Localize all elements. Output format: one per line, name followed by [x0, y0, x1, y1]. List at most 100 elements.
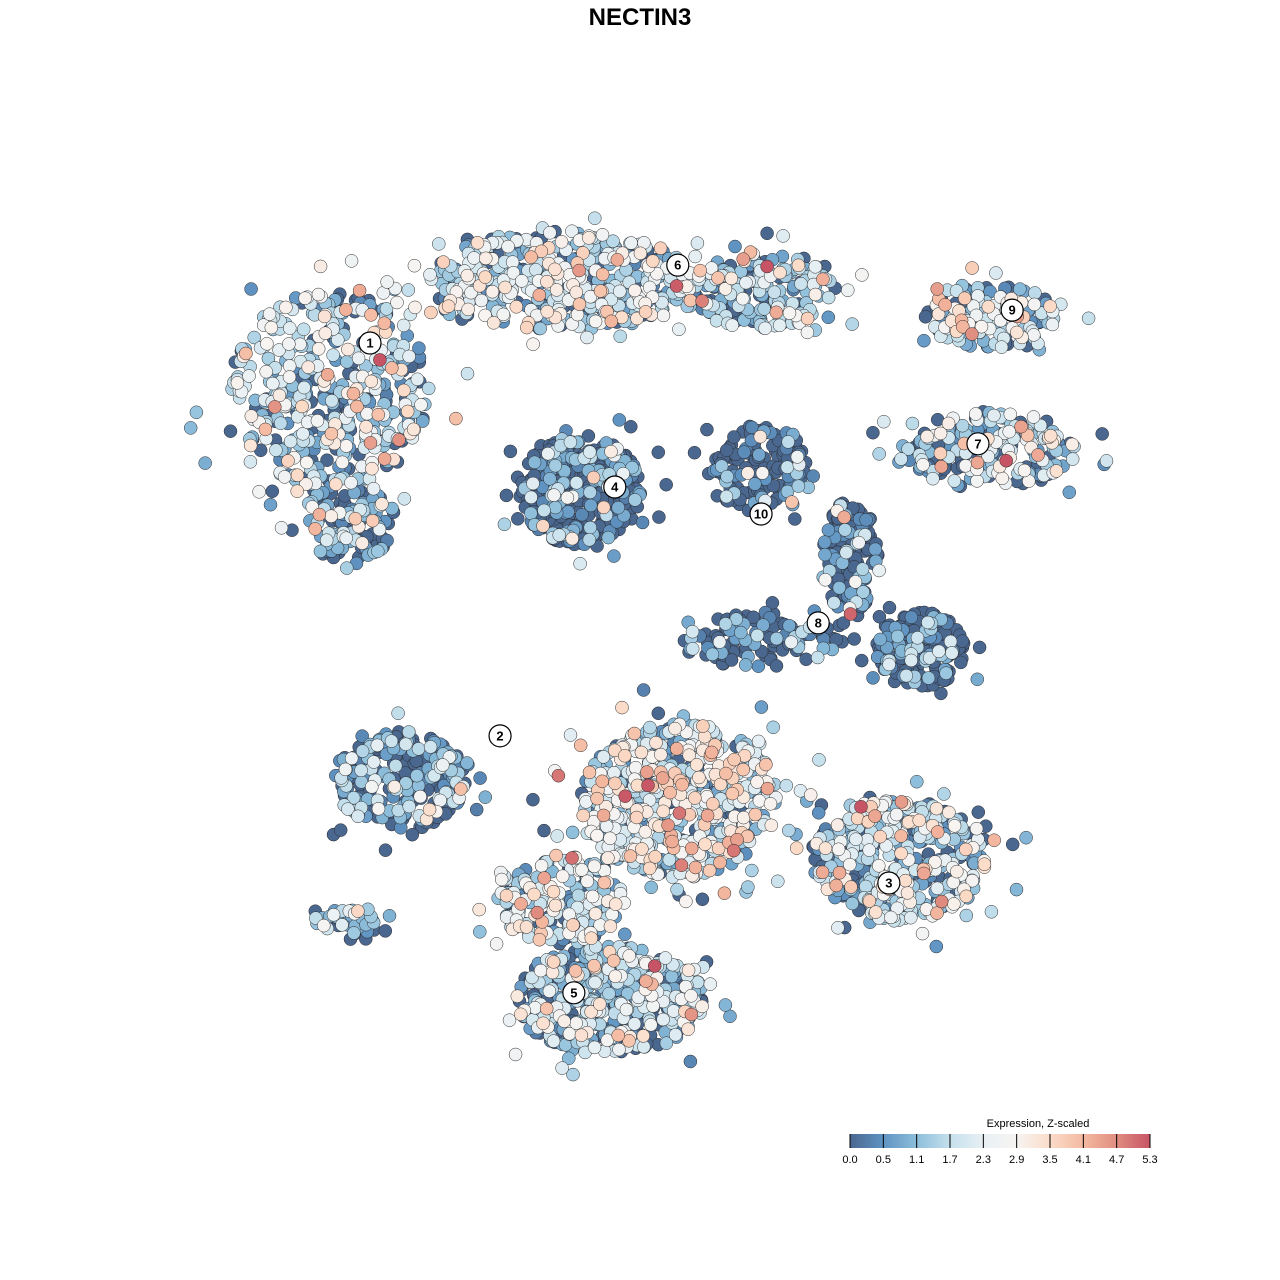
data-point — [239, 346, 253, 361]
data-point — [243, 455, 258, 469]
data-point — [370, 738, 385, 753]
data-point — [546, 955, 561, 969]
data-point — [590, 791, 604, 806]
data-point — [904, 610, 919, 624]
data-point — [725, 786, 740, 801]
colorbar-tick-label: 4.1 — [1076, 1154, 1091, 1166]
data-point — [757, 302, 771, 316]
data-point — [847, 632, 861, 646]
data-point — [800, 325, 815, 340]
data-point — [460, 268, 475, 283]
data-point — [478, 790, 493, 804]
data-point — [514, 1007, 528, 1022]
data-point — [350, 399, 364, 414]
data-point — [470, 236, 485, 250]
data-point — [684, 989, 698, 1003]
data-point — [397, 383, 411, 398]
data-point — [515, 274, 529, 288]
data-point — [866, 425, 880, 440]
data-point — [790, 450, 805, 464]
data-point — [789, 841, 804, 855]
data-point — [781, 435, 795, 449]
data-point — [636, 1029, 651, 1043]
data-point — [1031, 448, 1045, 462]
data-point — [588, 211, 602, 225]
data-point — [472, 902, 486, 917]
data-point — [764, 818, 779, 833]
data-point — [656, 804, 670, 819]
data-point — [868, 809, 882, 823]
data-point — [473, 925, 487, 939]
data-point — [898, 873, 913, 888]
data-point — [563, 435, 578, 449]
data-point — [527, 887, 541, 902]
data-point — [684, 841, 699, 856]
data-point — [407, 258, 422, 273]
data-point — [843, 857, 857, 872]
data-point — [537, 823, 551, 838]
data-point — [717, 886, 732, 900]
data-point — [608, 897, 623, 911]
data-point — [569, 1016, 583, 1030]
data-point — [929, 939, 944, 954]
data-point — [1014, 419, 1028, 434]
cluster-label: 3 — [885, 876, 892, 891]
data-point — [603, 919, 618, 933]
data-point — [377, 316, 392, 330]
data-point — [709, 313, 724, 328]
data-point — [681, 1022, 695, 1036]
data-point — [718, 617, 733, 631]
data-point — [719, 766, 733, 781]
data-point — [324, 509, 338, 523]
data-point — [751, 659, 766, 673]
data-point — [844, 880, 858, 894]
colorbar-tick-label: 5.3 — [1142, 1154, 1157, 1166]
data-point — [339, 303, 353, 317]
data-point — [663, 785, 677, 800]
data-point — [263, 497, 278, 512]
data-point — [723, 1009, 737, 1024]
data-point — [526, 337, 540, 351]
data-point — [601, 530, 616, 545]
data-point — [606, 954, 621, 968]
data-point — [308, 522, 322, 536]
data-point — [390, 295, 404, 310]
data-point — [524, 506, 538, 521]
data-point — [583, 485, 597, 500]
data-point — [806, 469, 820, 483]
data-point — [618, 789, 632, 803]
data-point — [402, 799, 416, 814]
data-point — [984, 905, 999, 919]
data-point — [375, 497, 389, 511]
data-point — [821, 310, 836, 325]
data-point — [344, 751, 359, 766]
data-point — [485, 284, 500, 299]
data-point — [582, 765, 597, 780]
colorbar — [850, 1134, 1150, 1148]
data-point — [1009, 882, 1024, 897]
data-point — [508, 1047, 523, 1062]
data-point — [668, 721, 682, 736]
data-point — [613, 284, 627, 299]
data-point — [755, 466, 770, 480]
data-point — [675, 777, 689, 792]
data-point — [399, 737, 413, 751]
data-point — [830, 818, 845, 832]
data-point — [365, 461, 379, 476]
data-point — [530, 905, 545, 920]
data-point — [767, 285, 782, 299]
data-point — [388, 759, 403, 773]
data-point — [242, 369, 256, 383]
data-point — [282, 337, 296, 351]
data-point — [566, 918, 580, 932]
data-point — [526, 476, 540, 491]
data-point — [441, 299, 456, 313]
data-point — [310, 414, 325, 428]
data-point — [629, 810, 644, 825]
data-point — [551, 768, 566, 783]
data-point — [297, 380, 311, 395]
data-point — [968, 407, 983, 421]
data-point — [695, 294, 709, 308]
data-point — [406, 422, 421, 437]
data-point — [423, 740, 438, 754]
